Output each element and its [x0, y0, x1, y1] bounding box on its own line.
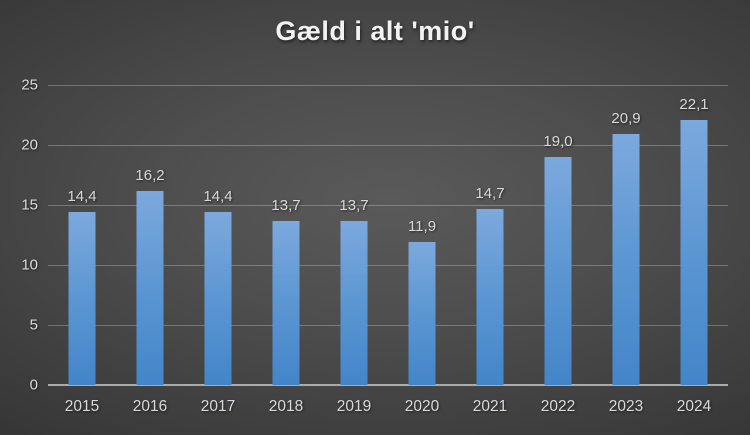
bar-slot-2018: 13,7 — [252, 85, 320, 385]
bar-value-label-2023: 20,9 — [611, 110, 641, 128]
bar-slot-2019: 13,7 — [320, 85, 388, 385]
gridline-25 — [48, 84, 728, 86]
gridline-20 — [48, 144, 728, 146]
bar-slot-2016: 16,2 — [116, 85, 184, 385]
x-tick-label-2020: 2020 — [404, 398, 440, 415]
y-tick-label-25: 25 — [21, 76, 38, 94]
y-tick-label-15: 15 — [21, 196, 38, 214]
x-tick-label-2017: 2017 — [200, 398, 236, 415]
bar-value-label-2024: 22,1 — [679, 95, 709, 113]
bar-value-label-2018: 13,7 — [271, 196, 301, 214]
plot-area: 14,4 16,2 14,4 13,7 13,7 11,9 14,7 19,0 20,9 22,1 — [48, 84, 728, 386]
bar-slot-2023: 20,9 — [592, 85, 660, 385]
bar-value-label-2016: 16,2 — [135, 166, 165, 184]
gridline-10 — [48, 264, 728, 266]
bar-2019[interactable] — [340, 220, 368, 385]
x-tick-label-2016: 2016 — [132, 398, 168, 415]
bar-value-label-2017: 14,4 — [203, 188, 233, 206]
x-axis-line — [48, 384, 728, 386]
bar-slot-2017: 14,4 — [184, 85, 252, 385]
bar-value-label-2021: 14,7 — [475, 184, 505, 202]
gridline-5 — [48, 324, 728, 326]
y-tick-label-5: 5 — [29, 316, 38, 334]
bar-slot-2015: 14,4 — [48, 85, 116, 385]
bar-2015[interactable] — [68, 212, 96, 385]
bar-value-label-2022: 19,0 — [543, 133, 573, 150]
bar-slot-2024: 22,1 — [660, 85, 728, 385]
bar-2022[interactable] — [544, 157, 572, 385]
bar-value-label-2019: 13,7 — [339, 196, 369, 214]
bar-2023[interactable] — [612, 134, 640, 385]
bar-2017[interactable] — [204, 212, 232, 385]
bar-2018[interactable] — [272, 220, 300, 385]
bar-2021[interactable] — [476, 208, 504, 385]
y-tick-label-0: 0 — [29, 376, 38, 394]
chart-title: Gæld i alt 'mio' — [275, 16, 475, 46]
x-tick-label-2019: 2019 — [336, 398, 372, 415]
x-tick-label-2023: 2023 — [608, 398, 644, 415]
bar-2020[interactable] — [408, 242, 436, 385]
bar-2024[interactable] — [680, 119, 708, 385]
x-tick-label-2022: 2022 — [540, 398, 576, 415]
bar-slot-2021: 14,7 — [456, 85, 524, 385]
y-tick-label-20: 20 — [21, 136, 38, 154]
bar-slot-2020: 11,9 — [388, 85, 456, 385]
x-tick-label-2021: 2021 — [472, 398, 508, 415]
x-axis: 2015 2016 2017 2018 2019 2020 2021 2022 2023 2024 — [48, 398, 728, 416]
bar-value-label-2015: 14,4 — [67, 188, 97, 206]
x-tick-label-2015: 2015 — [64, 398, 100, 415]
bar-slot-2022: 19,0 — [524, 85, 592, 385]
x-tick-label-2018: 2018 — [268, 398, 304, 415]
bar-value-label-2020: 11,9 — [407, 218, 437, 236]
x-tick-label-2024: 2024 — [676, 398, 712, 415]
y-tick-label-10: 10 — [21, 256, 38, 274]
bar-2016[interactable] — [136, 190, 164, 385]
gridline-15 — [48, 204, 728, 206]
